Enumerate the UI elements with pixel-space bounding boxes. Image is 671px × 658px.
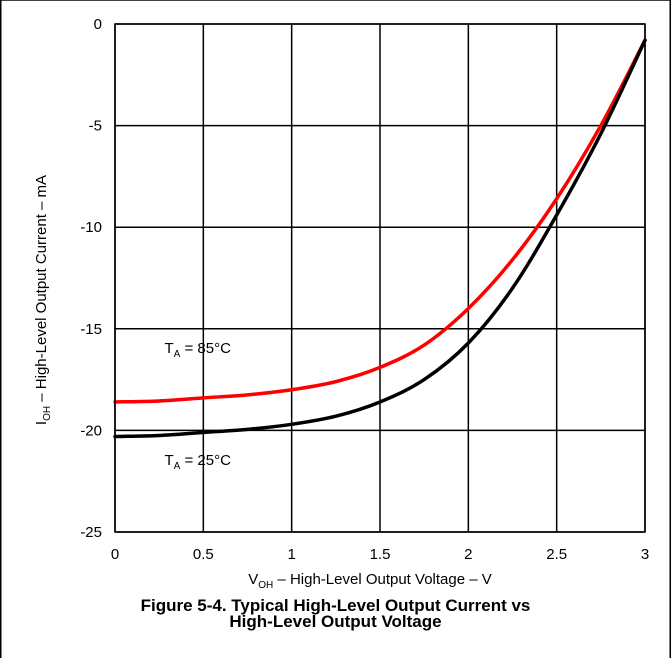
tick-labels: 0 0.5 1 1.5 2 2.5 3 0 -5 -10 -15 -20 -25 [80,16,649,563]
y-tick-label-2: -10 [80,219,102,236]
line-chart: 0 0.5 1 1.5 2 2.5 30-5-10-15-20-25 TA = 85°CTA… [33,16,649,591]
y-tick-label-1: -5 [89,118,102,135]
x-tick-label-1: 0.5 [193,546,214,563]
x-tick-label-5: 2.5 [546,546,567,563]
plot-border [114,23,646,533]
y-tick-label-3: -15 [80,321,102,338]
y-axis-title: IOH – High-Level Output Current – mA [33,175,53,425]
x-tick-label-3: 1.5 [370,546,391,563]
y-tick-label-4: -20 [80,422,102,439]
x-tick-label-0: 0 [111,546,119,563]
figure-caption-line-1: Figure 5-4. Typical High-Level Output Cu… [140,596,531,615]
grid [114,23,646,533]
series-group [113,38,647,439]
figure-caption: Figure 5-4. Typical High-Level Output Cu… [0,596,671,631]
x-tick-label-6: 3 [641,546,649,563]
x-tick-label-2: 1 [287,546,295,563]
figure-caption-line-2: High-Level Output Voltage [229,612,442,631]
series-line-1 [113,38,647,439]
series-label-0: TA = 85°C [164,340,231,360]
y-tick-label-5: -25 [80,524,102,541]
series-line-0 [113,38,647,404]
x-axis-title: VOH – High-Level Output Voltage – V [248,571,492,591]
x-tick-label-4: 2 [464,546,472,563]
series-label-1: TA = 25°C [164,452,231,472]
y-tick-label-0: 0 [94,16,102,33]
annotations: TA = 85°C TA = 25°C [164,340,231,472]
